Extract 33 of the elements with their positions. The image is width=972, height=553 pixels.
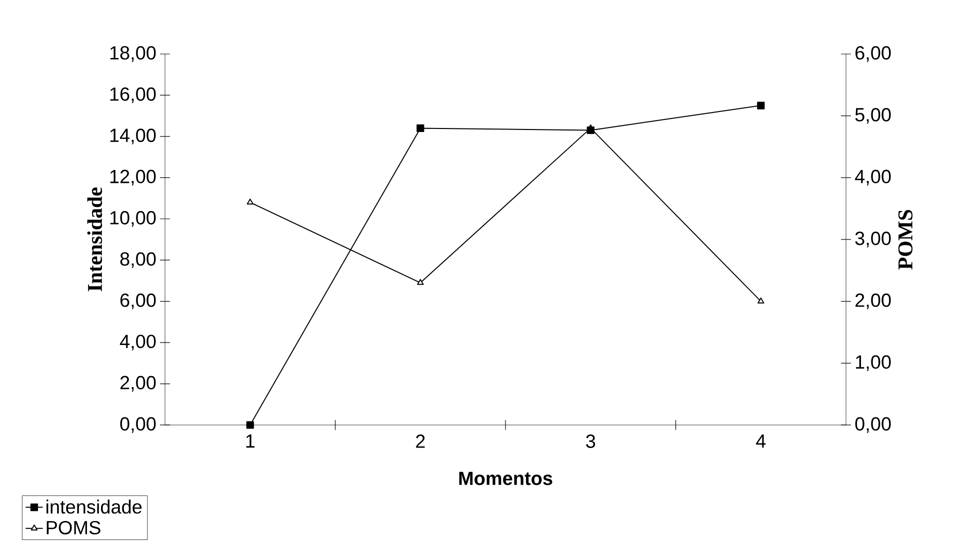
- y-tick-label: 18,00: [110, 46, 156, 62]
- point: [246, 421, 254, 429]
- y-tick-label: 16,00: [110, 87, 156, 104]
- x-tick-label: 1: [246, 434, 254, 448]
- y-tick-label: 4,00: [120, 334, 156, 350]
- point: [416, 124, 424, 132]
- y-tick-label: 2,00: [120, 376, 156, 392]
- legend-label: POMS: [46, 520, 100, 534]
- y2-tick-label: 2,00: [855, 293, 891, 310]
- x-axis-title: Momentos: [459, 472, 552, 486]
- y-tick-label: 10,00: [110, 211, 156, 227]
- y2-axis-title: POMS: [898, 210, 912, 270]
- y2-tick-label: 4,00: [854, 170, 891, 186]
- y2-tick-label: 5,00: [855, 108, 891, 124]
- y2-tick-label: 0,00: [855, 417, 891, 433]
- y-tick-label: 6,00: [120, 293, 156, 310]
- point: [586, 126, 594, 134]
- y-tick-label: 0,00: [120, 417, 156, 433]
- y2-tick-label: 6,00: [855, 46, 891, 62]
- y-tick-label: 14,00: [110, 128, 156, 144]
- y2-tick-label: 1,00: [856, 355, 891, 371]
- point: [417, 278, 424, 285]
- point: [246, 198, 254, 205]
- x-tick-label: 4: [756, 434, 766, 448]
- x-tick-label: 3: [586, 434, 596, 448]
- point: [758, 298, 764, 304]
- y-axis-title: Intensidade: [87, 188, 102, 292]
- y-tick-label: 8,00: [120, 252, 156, 268]
- y-tick-label: 12,00: [110, 170, 156, 186]
- x-tick-label: 2: [416, 434, 425, 448]
- point: [757, 102, 765, 110]
- legend-label: intensidade: [46, 500, 142, 514]
- y2-tick-label: 3,00: [855, 232, 891, 248]
